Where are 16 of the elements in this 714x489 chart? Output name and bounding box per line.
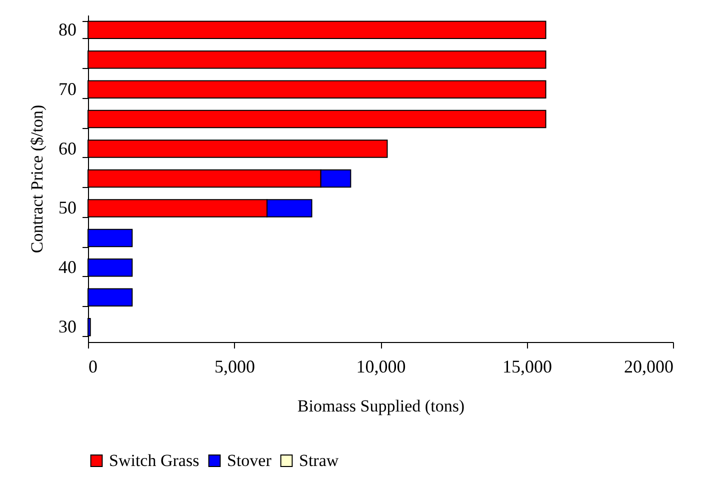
x-tick-label: 5,000: [214, 356, 255, 376]
y-tick-label: 70: [58, 78, 76, 99]
y-axis-title: Contract Price ($/ton): [28, 104, 46, 254]
y-tick-label: 60: [58, 138, 76, 158]
y-tick-label: 40: [58, 257, 76, 278]
y-tick-label: 80: [58, 19, 76, 40]
legend-label: Straw: [299, 450, 340, 470]
x-tick-label: 20,000: [624, 356, 674, 376]
x-tick-label: 15,000: [502, 356, 552, 376]
legend-label: Stover: [227, 450, 272, 470]
y-tick-label: 30: [58, 316, 76, 337]
legend-label: Switch Grass: [109, 450, 200, 470]
x-axis-title: Biomass Supplied (tons): [297, 396, 465, 416]
x-tick-label: 0: [88, 356, 98, 376]
x-tick-label: 10,000: [356, 356, 406, 376]
y-tick-label: 50: [58, 198, 76, 218]
